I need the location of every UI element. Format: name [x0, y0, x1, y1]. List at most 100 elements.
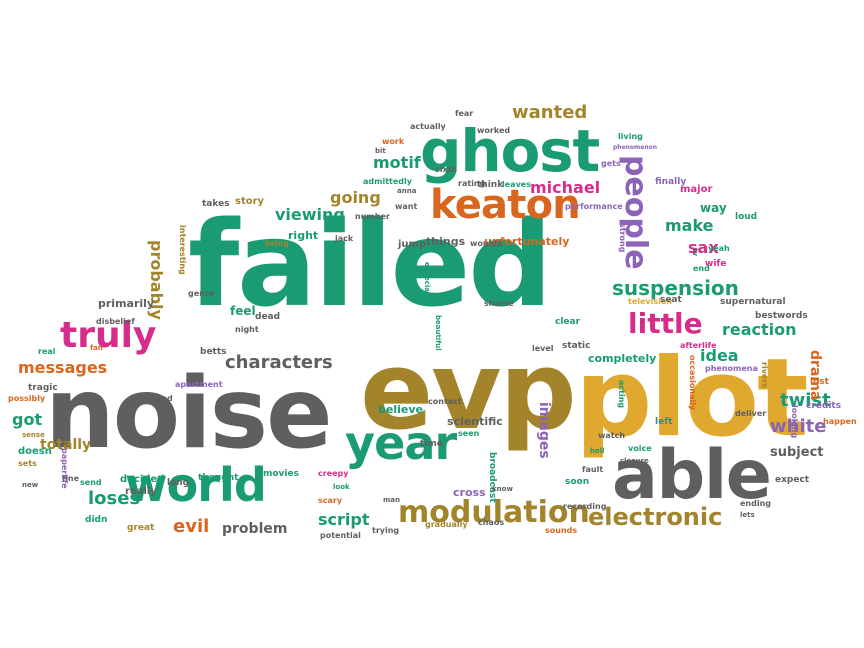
word-best: best [755, 311, 778, 321]
word-fear: fear [455, 109, 474, 118]
word-sounds: sounds [545, 526, 578, 535]
word-credits: credits [806, 401, 842, 411]
word-scary: scary [318, 496, 343, 505]
word-movies: movies [263, 469, 299, 479]
word-possibly: possibly [8, 394, 46, 403]
word-wanted: wanted [512, 102, 588, 123]
word-failed: failed [188, 195, 553, 333]
word-seat: seat [660, 295, 682, 305]
word-static: static [562, 341, 591, 351]
word-words: words [777, 311, 808, 321]
word-noise: noise [45, 357, 333, 471]
word-sax: sax [688, 238, 719, 257]
word-keaton: keaton [430, 182, 581, 228]
word-drama: drama [807, 350, 823, 401]
word-major: major [680, 184, 713, 195]
word-finally: finally [655, 177, 687, 187]
word-left: left [655, 417, 673, 427]
word-idea: idea [700, 346, 739, 365]
word-fault: fault [582, 465, 604, 474]
word-sixth: sixth [435, 165, 458, 174]
word-going: going [330, 188, 381, 207]
word-yeah: yeah [708, 244, 730, 253]
word-bring: bring [265, 239, 289, 248]
word-performance: performance [565, 202, 623, 211]
word-ghost: ghost [420, 117, 600, 185]
word-recording: recording [563, 502, 607, 511]
word-way: way [700, 201, 727, 215]
word-time: time [420, 439, 443, 449]
word-little: little [628, 307, 703, 340]
word-messages: messages [18, 358, 108, 377]
word-phenomenon: phenomenon [613, 144, 658, 151]
word-loses: loses [88, 488, 141, 509]
word-modulation: modulation [398, 495, 590, 530]
word-characters: characters [225, 352, 333, 373]
word-cross: cross [453, 486, 486, 499]
word-evil: evil [173, 516, 210, 537]
word-betts: betts [200, 347, 227, 357]
word-strong: strong [618, 223, 627, 253]
word-thought: thought [198, 473, 239, 483]
word-motif: motif [373, 153, 421, 172]
word-unfortunately: unfortunately [484, 235, 570, 248]
word-wife: wife [705, 259, 727, 269]
word-phenomena: phenomena [705, 364, 758, 373]
word-white: white [770, 416, 827, 437]
word-night: night [235, 325, 259, 334]
word-afterlife: afterlife [680, 341, 717, 350]
word-problem: problem [222, 521, 288, 537]
word-disbelief: disbelief [96, 317, 135, 326]
word-images: images [536, 402, 552, 459]
word-script: script [318, 510, 370, 529]
word-didn: didn [85, 515, 108, 525]
word-truly: truly [60, 315, 157, 356]
word-rating: rating [458, 179, 486, 188]
word-watch: watch [598, 431, 626, 440]
word-completely: completely [588, 352, 657, 365]
word-make: make [665, 216, 714, 235]
word-especially: especially [423, 262, 431, 302]
word-primarily: primarily [98, 297, 155, 310]
word-seen: seen [458, 429, 480, 438]
word-subject: subject [770, 445, 824, 460]
word-beautiful: beautiful [434, 315, 442, 351]
word-happen: happen [823, 417, 857, 426]
word-real: real [38, 347, 56, 356]
word-jump: jump [398, 239, 427, 250]
word-gets: gets [601, 159, 621, 168]
word-apartment: apartment [175, 380, 223, 389]
word-tv: tv [691, 248, 699, 256]
word-lost: lost [810, 377, 829, 387]
word-interesting: interesting [178, 225, 187, 275]
word-man: man [383, 496, 401, 504]
word-looking: looking [790, 405, 799, 439]
word-electronic: electronic [588, 503, 723, 531]
word-feel: feel [230, 304, 256, 318]
word-plot: plot [575, 336, 809, 461]
word-creepy: creepy [318, 469, 349, 478]
word-really: really [125, 486, 157, 497]
word-chaos: chaos [478, 518, 505, 527]
word-number: number [355, 212, 390, 221]
word-scientific: scientific [447, 415, 503, 428]
word-things: things [426, 235, 466, 248]
word-trying: trying [372, 526, 400, 535]
word-year: year [345, 416, 457, 470]
word-viewing: viewing [275, 205, 345, 224]
word-ending: ending [740, 499, 772, 508]
word-look: look [333, 483, 350, 491]
word-new: new [22, 481, 39, 489]
word-want: want [395, 202, 418, 211]
word-long: long [167, 478, 190, 488]
word-jack: jack [335, 234, 354, 243]
word-potential: potential [320, 531, 361, 540]
word-anna: anna [397, 187, 417, 195]
word-worked: worked [477, 126, 511, 135]
word-wouldn: wouldn [470, 239, 503, 248]
word-expect: expect [775, 475, 810, 485]
word-believe: believe [378, 403, 423, 416]
word-suspension: suspension [612, 276, 739, 300]
word-michael: michael [530, 178, 601, 197]
word-story: story [235, 196, 265, 207]
